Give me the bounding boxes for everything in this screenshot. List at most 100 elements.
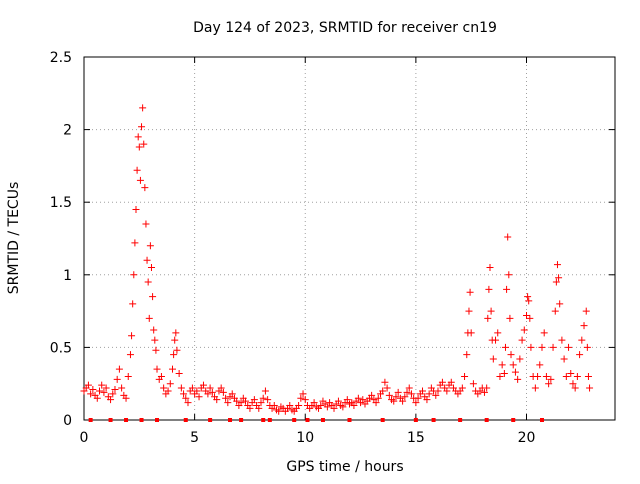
data-point <box>434 387 442 395</box>
baseline-marker <box>239 418 244 422</box>
data-point <box>524 293 532 301</box>
data-point <box>133 166 141 174</box>
data-point <box>136 176 144 184</box>
data-point <box>580 322 588 330</box>
data-point <box>295 401 303 409</box>
data-point <box>527 343 535 351</box>
data-point <box>89 386 97 394</box>
data-point <box>466 288 474 296</box>
data-point <box>354 394 362 402</box>
data-point <box>500 370 508 378</box>
data-point <box>432 391 440 399</box>
data-point <box>405 384 413 392</box>
data-point <box>469 380 477 388</box>
data-point <box>152 346 160 354</box>
data-point <box>403 388 411 396</box>
data-point <box>128 332 136 340</box>
data-point <box>255 404 263 412</box>
data-point <box>496 372 504 380</box>
data-point <box>246 404 254 412</box>
data-point <box>118 384 126 392</box>
baseline-marker <box>305 418 310 422</box>
data-point <box>503 285 511 293</box>
data-point <box>169 365 176 373</box>
data-point <box>551 307 559 315</box>
x-tick-label: 0 <box>80 430 89 446</box>
data-point <box>170 351 178 359</box>
x-tick-label: 10 <box>296 430 314 446</box>
baseline-marker <box>511 418 516 422</box>
data-point <box>172 329 180 337</box>
baseline-marker <box>539 418 544 422</box>
data-point <box>374 394 382 402</box>
data-point <box>171 336 179 344</box>
data-point <box>383 384 391 392</box>
data-point <box>217 384 225 392</box>
baseline-marker <box>108 418 113 422</box>
data-point <box>492 336 500 344</box>
baseline-marker <box>88 418 93 422</box>
data-point <box>504 233 512 241</box>
baseline-marker <box>413 418 418 422</box>
baseline-marker <box>261 418 266 422</box>
data-point <box>583 343 591 351</box>
y-tick-label: 0.5 <box>50 340 72 356</box>
data-point <box>111 386 119 394</box>
baseline-marker <box>124 418 129 422</box>
data-point <box>87 390 95 398</box>
baseline-markers <box>88 418 544 422</box>
data-point <box>390 397 398 405</box>
data-point <box>538 343 546 351</box>
data-point <box>423 396 431 404</box>
points-layer <box>80 104 594 415</box>
data-point <box>141 184 149 192</box>
data-point <box>425 390 433 398</box>
data-point <box>164 387 172 395</box>
data-point <box>487 307 495 315</box>
data-point <box>233 397 241 405</box>
data-point <box>553 261 561 269</box>
data-point <box>565 343 573 351</box>
x-tick-label: 5 <box>190 430 199 446</box>
data-point <box>147 264 155 272</box>
data-point <box>150 326 158 334</box>
data-point <box>193 387 201 395</box>
data-point <box>131 239 139 247</box>
data-point <box>213 396 221 404</box>
data-point <box>237 399 245 407</box>
data-point <box>501 343 509 351</box>
data-point <box>206 384 214 392</box>
data-point <box>143 256 151 264</box>
baseline-marker <box>139 418 144 422</box>
data-point <box>334 397 342 405</box>
data-point <box>270 401 278 409</box>
data-point <box>299 390 307 398</box>
data-point <box>461 372 469 380</box>
data-point <box>480 388 488 396</box>
data-point <box>586 384 594 392</box>
data-point <box>483 384 491 392</box>
data-point <box>184 399 192 407</box>
plot-frame <box>83 56 616 421</box>
data-point <box>160 384 168 392</box>
data-point <box>372 399 380 407</box>
data-point <box>447 378 455 386</box>
data-point <box>173 346 181 354</box>
data-point <box>547 375 555 383</box>
data-point <box>511 368 519 376</box>
data-point <box>485 285 493 293</box>
data-point <box>401 393 409 401</box>
data-point <box>182 394 190 402</box>
data-point <box>381 378 389 386</box>
data-point <box>222 394 230 402</box>
baseline-marker <box>458 418 463 422</box>
data-point <box>122 394 130 402</box>
data-point <box>317 401 325 409</box>
data-point <box>107 396 115 404</box>
x-axis-label: GPS time / hours <box>286 459 403 475</box>
data-point <box>506 314 514 322</box>
data-point <box>132 205 140 213</box>
data-point <box>98 381 106 389</box>
data-point <box>124 372 132 380</box>
data-point <box>578 336 586 344</box>
